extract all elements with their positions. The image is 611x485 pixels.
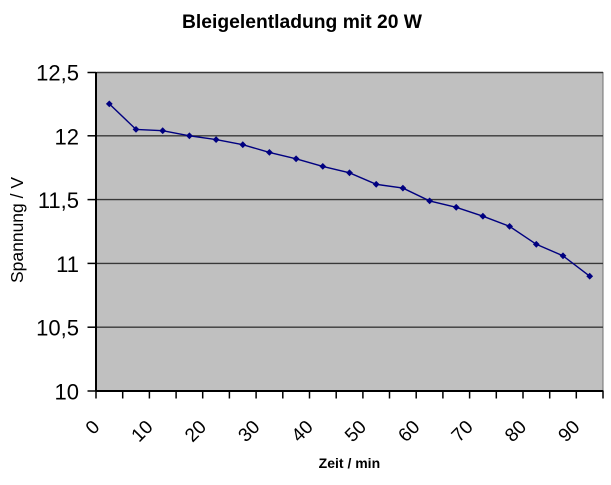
svg-text:Zeit / min: Zeit / min [319, 455, 380, 471]
svg-text:11: 11 [56, 252, 79, 277]
svg-text:12,5: 12,5 [36, 61, 79, 86]
svg-text:10,5: 10,5 [36, 316, 79, 341]
svg-text:12: 12 [55, 124, 79, 149]
svg-text:Spannung / V: Spannung / V [7, 177, 27, 283]
svg-text:11,5: 11,5 [38, 188, 79, 213]
svg-text:10: 10 [55, 380, 79, 405]
svg-text:Bleigelentladung mit 20 W: Bleigelentladung mit 20 W [182, 12, 423, 33]
